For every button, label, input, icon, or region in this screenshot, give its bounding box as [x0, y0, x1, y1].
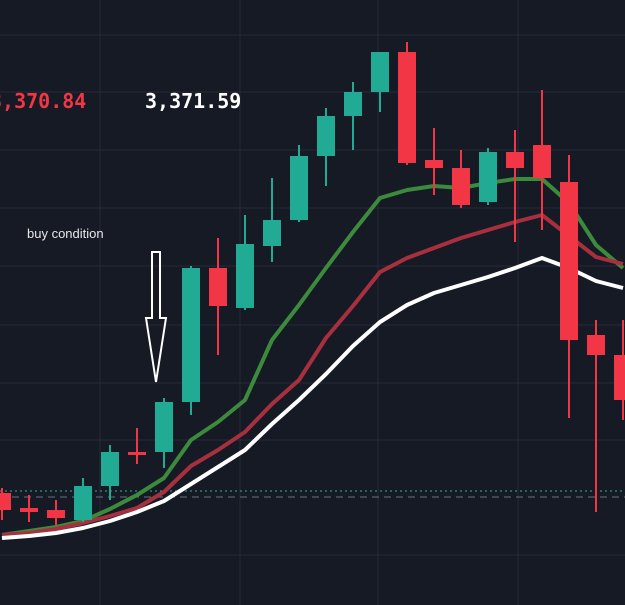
- candle-body: [371, 52, 389, 92]
- candle-body: [506, 152, 524, 168]
- candle-body: [263, 220, 281, 246]
- candle-body: [236, 244, 254, 308]
- candle-body: [560, 182, 578, 340]
- candle-body: [209, 268, 227, 306]
- moving-average-line: [1, 177, 625, 537]
- candle-body: [74, 486, 92, 520]
- candle-body: [614, 355, 625, 400]
- candle-body: [479, 152, 497, 202]
- moving-average-line: [1, 256, 624, 540]
- candle-body: [533, 145, 551, 178]
- marks: [0, 42, 625, 540]
- candle-body: [0, 493, 11, 510]
- annotation: buy condition: [27, 226, 104, 241]
- candle-body: [20, 508, 38, 512]
- candle-body: [128, 452, 146, 455]
- price-label: 3,370.84: [0, 89, 86, 113]
- candle-body: [182, 268, 200, 402]
- candle-body: [155, 402, 173, 452]
- candle-body: [452, 168, 470, 205]
- candle-body: [425, 160, 443, 168]
- candle-body: [398, 52, 416, 163]
- candle-body: [587, 335, 605, 355]
- price-label: 3,371.59: [145, 89, 241, 113]
- candle-body: [101, 452, 119, 486]
- candle-body: [290, 156, 308, 220]
- moving-average-line: [1, 213, 624, 537]
- moving-averages: [1, 177, 625, 540]
- arrow: [144, 251, 168, 383]
- candle-body: [47, 510, 65, 518]
- candle-body: [317, 116, 335, 156]
- candle-body: [344, 92, 362, 116]
